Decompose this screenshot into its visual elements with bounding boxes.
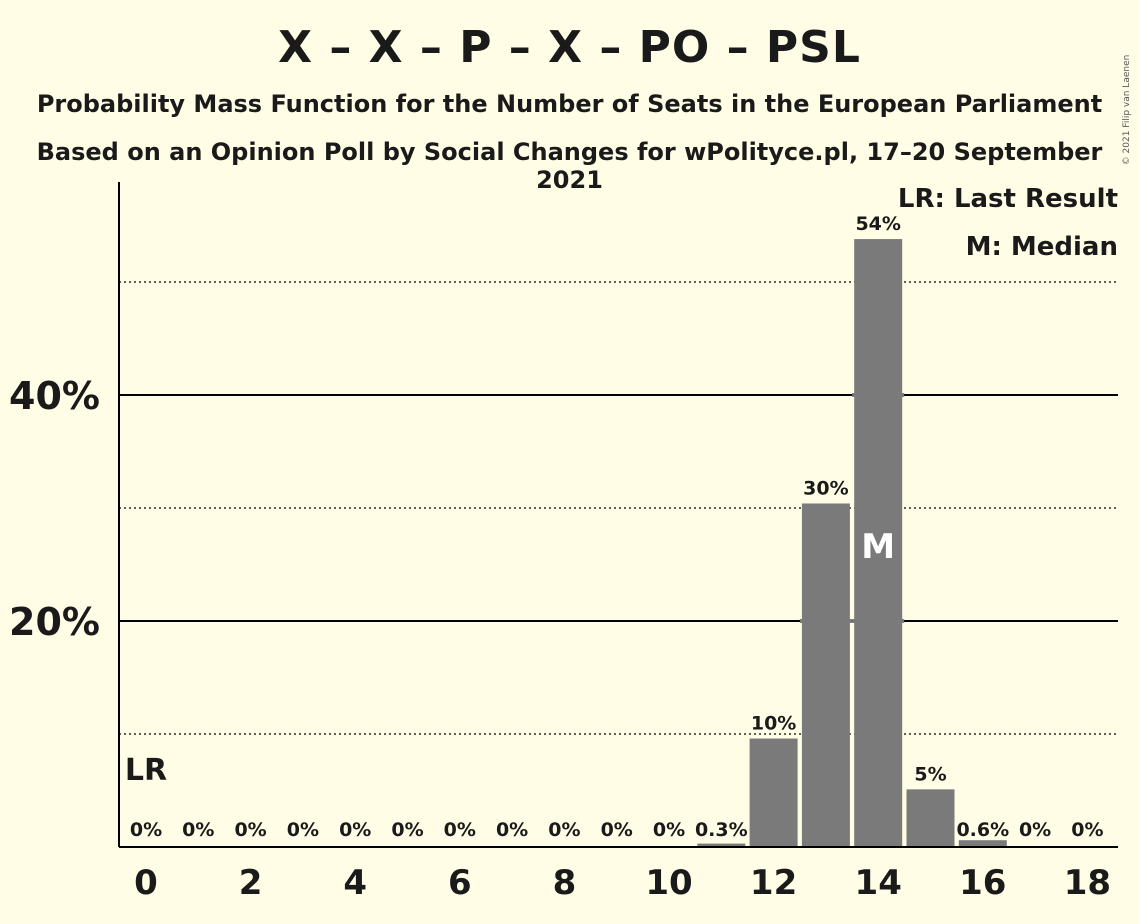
bar xyxy=(854,239,903,847)
data-label: 0% xyxy=(1071,819,1103,841)
x-tick-label: 6 xyxy=(448,863,472,903)
data-label: 0% xyxy=(548,819,580,841)
x-tick-label: 2 xyxy=(239,863,263,903)
data-label: 5% xyxy=(914,763,946,785)
legend-last-result: LR: Last Result xyxy=(897,184,1118,214)
median-marker: M xyxy=(861,527,895,567)
data-label: 0% xyxy=(287,819,319,841)
data-label: 30% xyxy=(803,477,848,499)
data-label: 0.3% xyxy=(695,819,748,841)
x-tick-label: 4 xyxy=(343,863,367,903)
data-label: 0.6% xyxy=(956,819,1009,841)
data-label: 0% xyxy=(182,819,214,841)
bar xyxy=(697,843,746,847)
y-tick-label: 40% xyxy=(9,374,100,418)
data-label: 0% xyxy=(339,819,371,841)
last-result-marker: LR xyxy=(125,753,167,788)
data-label: 0% xyxy=(653,819,685,841)
data-label: 0% xyxy=(130,819,162,841)
x-tick-label: 10 xyxy=(645,863,692,903)
y-tick-label: 20% xyxy=(9,600,100,644)
legend-median: M: Median xyxy=(965,232,1118,262)
grid-gap xyxy=(852,393,905,397)
data-label: 0% xyxy=(444,819,476,841)
data-label: 10% xyxy=(751,713,796,735)
x-tick-label: 14 xyxy=(855,863,902,903)
data-label: 0% xyxy=(234,819,266,841)
data-label: 0% xyxy=(496,819,528,841)
x-tick-label: 16 xyxy=(959,863,1006,903)
data-label: 0% xyxy=(601,819,633,841)
x-tick-label: 0 xyxy=(134,863,158,903)
x-tick-label: 18 xyxy=(1064,863,1111,903)
chart-source: Based on an Opinion Poll by Social Chang… xyxy=(36,138,1103,194)
chart-title: X – X – P – X – PO – PSL xyxy=(278,22,861,73)
x-tick-label: 12 xyxy=(750,863,797,903)
x-tick-label: 8 xyxy=(553,863,577,903)
grid-gap xyxy=(852,619,905,623)
data-label: 54% xyxy=(855,213,900,235)
bar xyxy=(801,503,850,847)
bar xyxy=(906,789,955,847)
grid-gap xyxy=(799,619,852,623)
chart-subtitle: Probability Mass Function for the Number… xyxy=(36,90,1103,118)
data-label: 0% xyxy=(1019,819,1051,841)
bar xyxy=(958,840,1007,847)
data-label: 0% xyxy=(391,819,423,841)
bar xyxy=(749,738,798,847)
